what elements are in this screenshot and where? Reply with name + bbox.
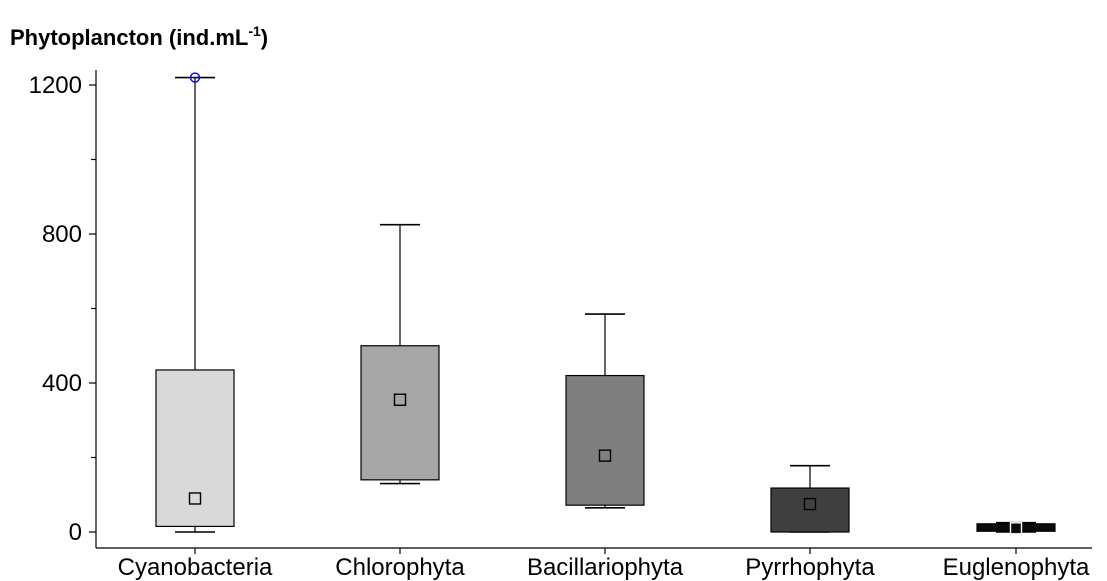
y-tick-label: 800: [42, 221, 82, 248]
boxes: [155, 72, 1056, 535]
x-category-label: Chlorophyta: [335, 554, 465, 581]
chart-title: Phytoplancton (ind.mL-1): [10, 23, 268, 50]
chart-title-superscript: -1: [248, 23, 261, 39]
axes: [89, 70, 1092, 554]
box-iqr: [360, 345, 440, 481]
median-marker: [393, 393, 407, 406]
box-group: [976, 521, 1056, 535]
chart-title-close: ): [261, 25, 268, 50]
box-group: [360, 223, 440, 485]
x-category-labels: Cyanobacteria Chlorophyta Bacillariophyta P…: [118, 554, 1090, 581]
median-marker: [1009, 522, 1023, 535]
y-tick-label: 400: [42, 370, 82, 397]
box-group: [770, 464, 850, 533]
x-category-label: Pyrrhophyta: [745, 554, 875, 581]
median-marker: [188, 492, 202, 505]
y-tick-label: 1200: [29, 72, 82, 99]
y-tick-labels: 0 400 800 1200: [29, 72, 82, 546]
x-category-label: Euglenophyta: [943, 554, 1090, 581]
outlier-point: [189, 72, 201, 83]
median-marker: [598, 449, 612, 462]
median-marker: [803, 497, 817, 511]
x-category-label: Cyanobacteria: [118, 554, 273, 581]
box-group: [565, 313, 645, 509]
chart-title-main: Phytoplancton (ind.mL: [10, 25, 248, 50]
box-group: [155, 72, 235, 533]
box-iqr: [565, 374, 645, 506]
y-tick-label: 0: [69, 519, 82, 546]
x-category-label: Bacillariophyta: [527, 554, 684, 581]
